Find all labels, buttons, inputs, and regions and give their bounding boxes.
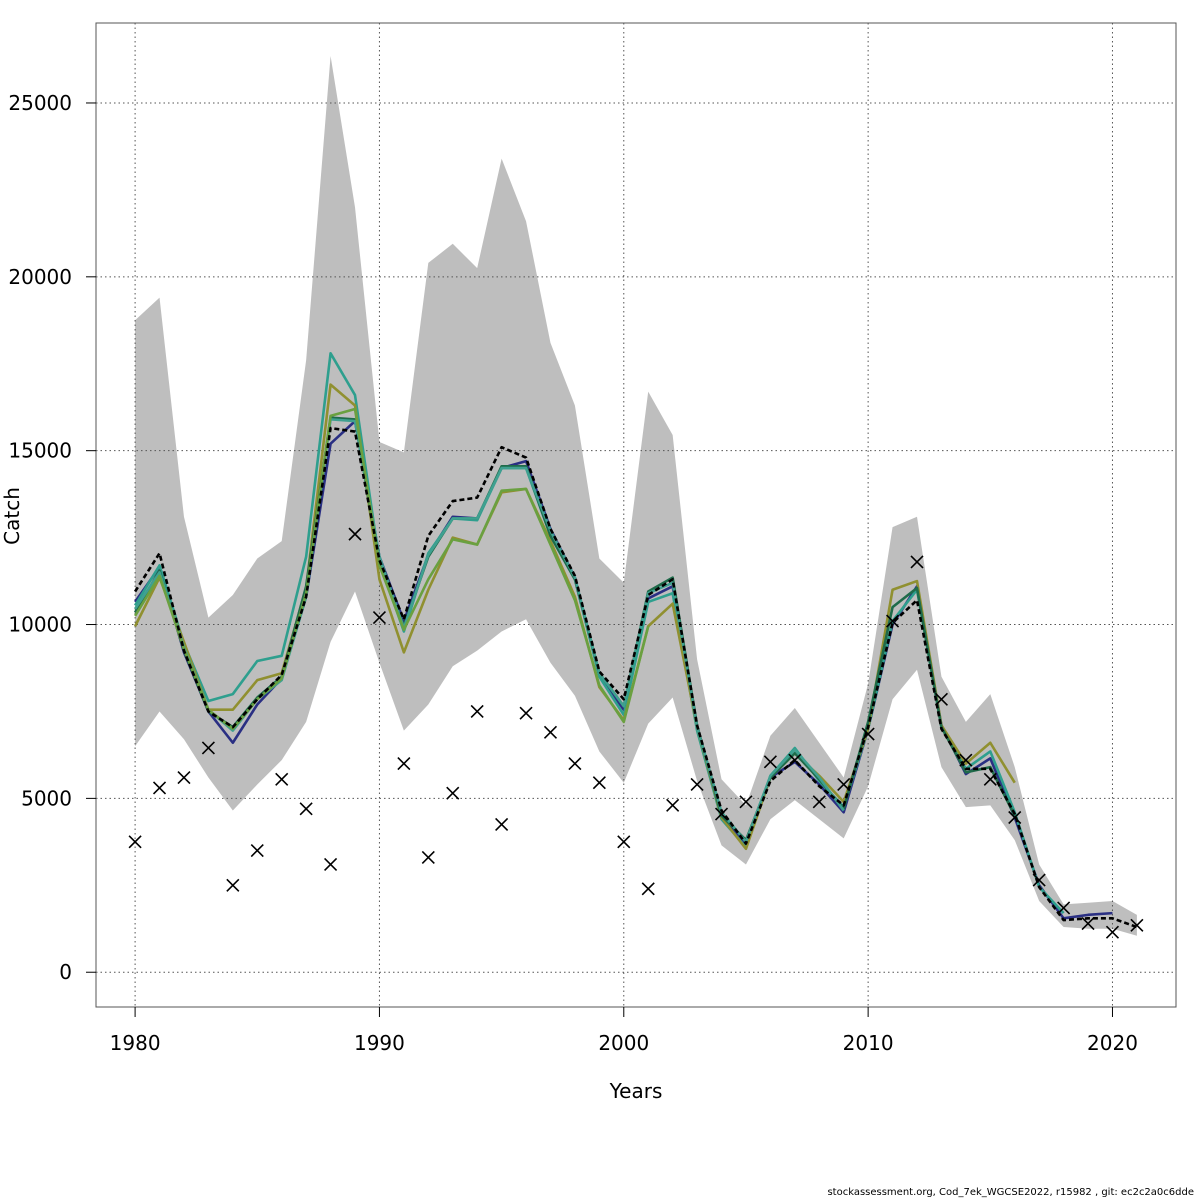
y-axis-title: Catch [0, 487, 24, 545]
observed-point [739, 795, 753, 809]
y-tick-label: 20000 [8, 265, 72, 289]
observed-point [885, 614, 900, 628]
base-run-line [133, 426, 1138, 929]
observed-point [152, 781, 167, 795]
observed-point [324, 857, 338, 872]
grid-layer [96, 23, 1176, 1007]
observed-point [201, 741, 215, 755]
observed-point [666, 798, 680, 812]
observed-point [934, 692, 948, 706]
confidence-band [135, 56, 1137, 936]
observed-point [543, 725, 558, 739]
observed-point [226, 878, 240, 892]
observed-points-layer [128, 527, 1144, 939]
plot-frame [95, 22, 1177, 1008]
observed-point [568, 757, 582, 771]
observed-point [470, 704, 484, 719]
series-line-2 [133, 352, 1065, 915]
x-tick-label: 2000 [598, 1031, 649, 1055]
x-tick-label: 1980 [110, 1031, 161, 1055]
observed-point [495, 817, 509, 832]
y-tick-label: 5000 [21, 786, 72, 810]
observed-point [177, 770, 191, 785]
footer-credit: stockassessment.org, Cod_7ek_WGCSE2022, … [827, 1187, 1194, 1198]
observed-point [1008, 810, 1022, 825]
observed-point [250, 843, 264, 858]
observed-point [714, 807, 729, 821]
observed-point [837, 777, 851, 792]
x-tick-label: 2010 [843, 1031, 894, 1055]
observed-point [690, 777, 704, 792]
y-tick-label: 10000 [8, 613, 72, 637]
observed-point [446, 786, 460, 800]
observed-point [1130, 918, 1144, 932]
observed-point [617, 835, 631, 849]
axis-layer: 1980 1990 2000 2010 2020 0 5000 10000 15000 20000… [8, 91, 1138, 1055]
observed-point [128, 835, 142, 849]
observed-point [641, 882, 655, 896]
observed-point [812, 795, 826, 809]
confidence-band-layer [135, 56, 1137, 936]
observed-point [372, 611, 387, 625]
observed-point [1105, 925, 1120, 939]
y-tick-label: 15000 [8, 439, 72, 463]
x-tick-label: 2020 [1087, 1031, 1138, 1055]
y-tick-label: 0 [59, 960, 72, 984]
observed-point [275, 772, 289, 786]
observed-point [788, 753, 802, 767]
observed-point [1057, 901, 1071, 915]
observed-point [519, 706, 533, 720]
observed-point [592, 776, 606, 790]
observed-point [1081, 916, 1095, 931]
observed-point [983, 772, 997, 786]
observed-point [1032, 873, 1046, 887]
x-axis-title: Years [609, 1079, 663, 1103]
observed-point [763, 755, 777, 769]
series-layer [133, 352, 1138, 929]
observed-point [910, 555, 924, 569]
observed-point [861, 727, 875, 741]
observed-point [959, 753, 973, 767]
y-tick-label: 25000 [8, 91, 72, 115]
observed-point [348, 527, 362, 541]
observed-point [397, 757, 411, 771]
observed-point [299, 802, 313, 816]
observed-point [421, 850, 435, 865]
x-tick-label: 1990 [354, 1031, 405, 1055]
